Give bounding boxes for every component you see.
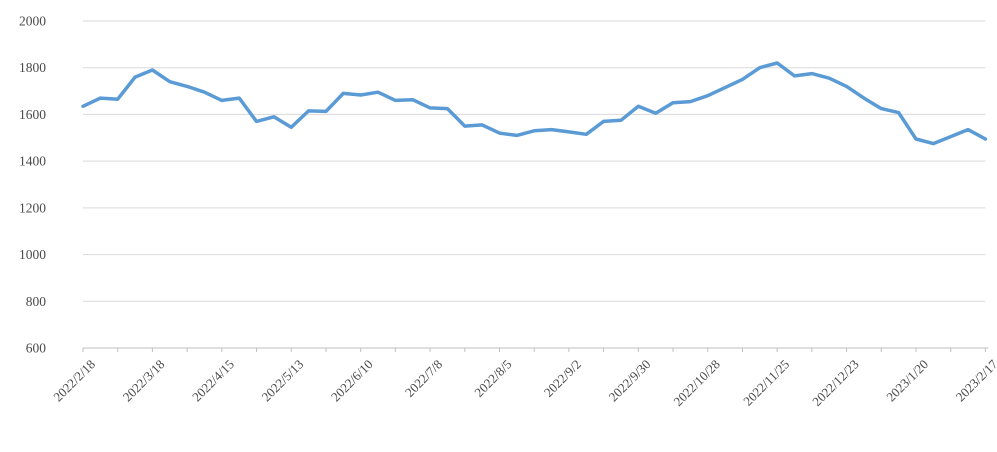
x-axis-tick-label: 2022/9/30 (606, 357, 654, 405)
y-axis-tick-label: 1200 (19, 200, 46, 215)
x-axis-tick-label: 2022/3/18 (120, 357, 168, 405)
x-axis-tick-label: 2022/7/8 (402, 357, 445, 400)
x-axis-tick-label: 2023/1/20 (883, 357, 931, 405)
x-axis-tick-label: 2022/8/5 (471, 357, 514, 400)
y-axis-tick-label: 600 (26, 341, 47, 356)
x-axis-tick-label: 2022/10/28 (670, 357, 722, 409)
x-axis-tick-label: 2022/11/25 (740, 357, 792, 409)
x-axis-tick-label: 2022/5/13 (258, 357, 306, 405)
x-axis-tick-label: 2022/4/15 (189, 357, 237, 405)
x-axis-tick-label: 2022/2/18 (50, 357, 98, 405)
y-axis-tick-label: 2000 (19, 14, 46, 29)
y-axis-tick-label: 1600 (19, 107, 46, 122)
data-series-line (81, 61, 988, 146)
y-axis-tick-label: 800 (26, 294, 47, 309)
x-axis-tick-label: 2023/2/17 (953, 356, 997, 404)
y-axis-tick-label: 1400 (19, 154, 46, 169)
y-axis-tick-label: 1800 (19, 60, 46, 75)
x-axis-tick-label: 2022/12/23 (809, 357, 861, 409)
x-axis-tick-label: 2022/6/10 (328, 357, 376, 405)
x-axis-tick-label: 2022/9/2 (541, 357, 584, 400)
y-axis-tick-label: 1000 (19, 247, 46, 262)
